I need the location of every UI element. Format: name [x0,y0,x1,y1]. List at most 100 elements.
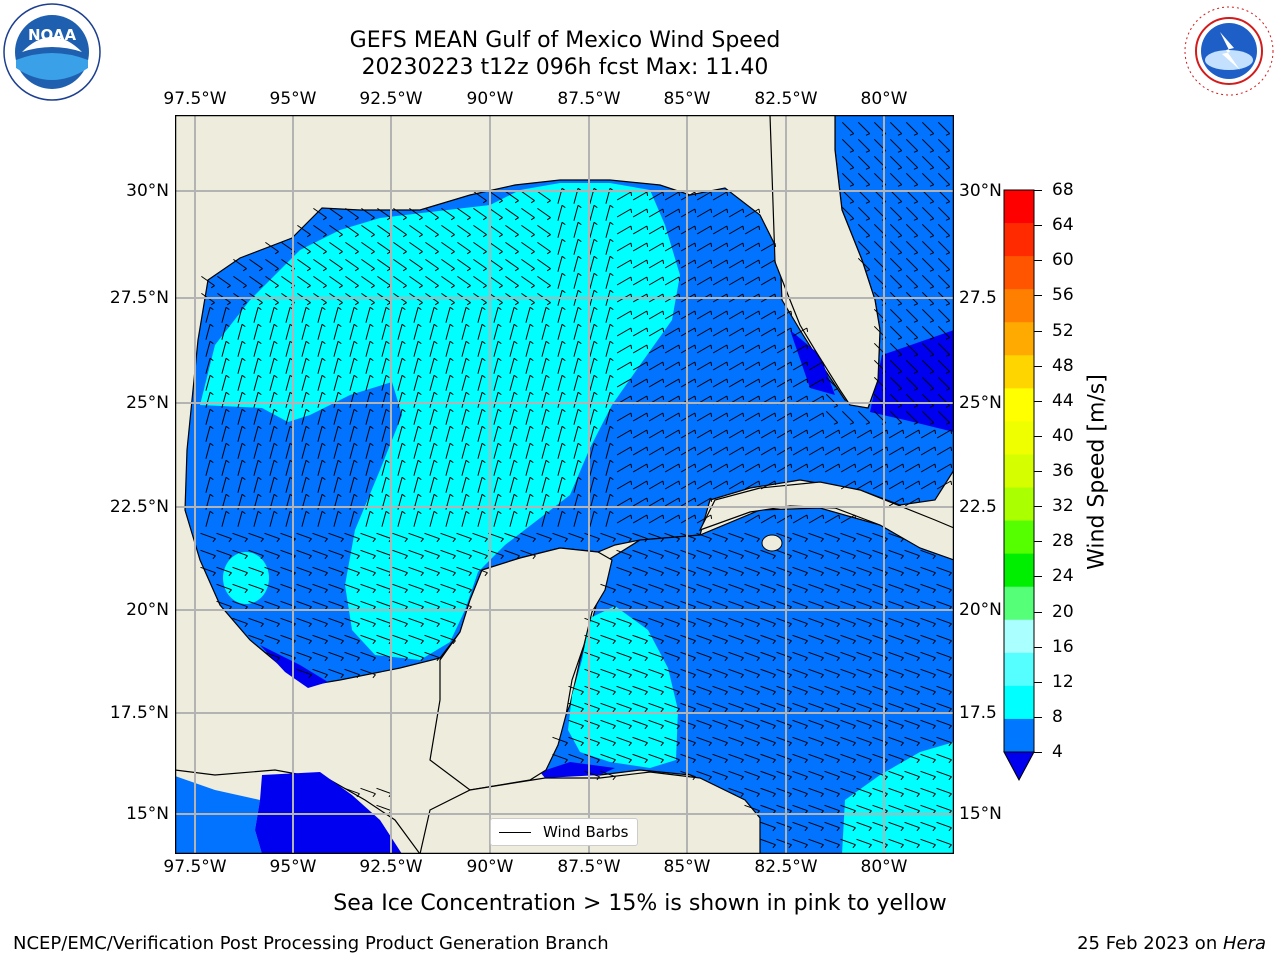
wind-barb-flag [836,657,840,662]
wind-barb [921,138,935,152]
wind-barb-flag [868,725,872,730]
wind-barb-flag [660,674,664,679]
wind-barb-flag [596,725,600,730]
wind-barb-flag [212,555,216,560]
wind-barb-flag [900,827,904,832]
wind-barb-flag [710,225,713,230]
wind-barb [920,446,936,456]
wind-barb [541,392,547,408]
wind-barb-flag [710,259,713,264]
wind-barb-flag [852,691,856,696]
wind-barb-flag [804,640,808,645]
wind-barb [696,532,712,540]
wind-barb [664,344,680,354]
wind-barb-flag [545,323,550,328]
wind-barb [381,477,387,493]
wind-barb-flag [804,742,808,747]
wind-barb-flag [308,572,312,577]
wind-barb-flag [433,357,438,362]
wind-barb-flag [897,150,902,153]
wind-barb [856,685,872,693]
wind-barb [936,753,952,761]
wind-barb [509,375,515,391]
wind-barb [328,549,344,557]
wind-barb-flag [356,589,360,594]
wind-barb [573,239,579,255]
wind-barb-flag [676,708,680,713]
wind-barb-flag [788,538,792,543]
wind-barb [921,376,935,390]
wind-barb [937,223,951,237]
wind-barb-flag [934,429,937,434]
wind-barb [440,549,456,557]
wind-barb-flag [577,476,582,481]
wind-barb [904,736,920,744]
wind-barb-flag [644,759,648,764]
wind-barb [696,549,712,557]
wind-barb-flag [692,674,696,679]
wind-barb [461,511,467,527]
wind-barb [728,549,744,557]
wind-barb-flag [646,446,649,451]
wind-barb-flag [694,225,697,230]
wind-barb [557,358,563,374]
wind-barb-flag [676,555,680,560]
wind-barb-flag [852,776,856,781]
wind-barb [264,600,280,608]
wind-barb [265,241,279,253]
wind-barb [457,224,471,236]
wind-barb-flag [209,442,214,447]
wind-barb-flag [945,235,950,238]
wind-barb-flag [865,133,870,136]
wind-barb-flag [852,725,856,730]
wind-barb [429,443,435,459]
wind-barb-flag [609,340,614,345]
wind-barb-flag [708,555,712,560]
wind-barb-flag [370,251,375,255]
wind-barb [264,617,280,625]
wind-barb-flag [742,463,745,468]
wind-barb [200,549,216,557]
wind-barb-flag [929,371,934,374]
wind-barb [445,443,451,459]
noaa-logo: NOAA [2,2,102,102]
wind-barb [648,361,664,371]
wind-barb-flag [692,538,696,543]
wind-barb-flag [756,623,760,628]
wind-barb-flag [257,408,262,413]
wind-barb-flag [369,442,374,447]
wind-barb [237,477,243,493]
wind-barb [905,325,919,339]
wind-barb [792,446,808,456]
wind-barb [600,532,616,540]
wind-barb [397,409,403,425]
wind-barb [557,409,563,425]
wind-barb-flag [356,623,360,628]
wind-barb-flag [593,374,598,379]
wind-barb-flag [497,357,502,362]
wind-barb-flag [385,493,390,498]
wind-barb-flag [546,251,551,255]
wind-barb [905,138,919,152]
wind-barb-flag [257,323,262,328]
wind-barb [377,207,391,219]
wind-barb [253,341,259,357]
wind-barb-flag [324,640,328,645]
wind-barb [413,392,419,408]
wind-barb-flag [308,555,312,560]
wind-barb-flag [897,286,902,289]
wind-barb-flag [865,235,870,238]
wind-barb [728,327,744,337]
wind-barb-flag [466,285,471,289]
wind-barb [205,307,211,323]
wind-barb [888,651,904,659]
wind-barb [264,634,280,642]
wind-barb [233,275,247,287]
wind-barb [936,702,952,710]
wind-barb-flag [644,572,648,577]
wind-barb [808,668,824,676]
wind-barb [744,344,760,354]
wind-barb [937,121,951,135]
wind-barb [360,787,376,795]
wind-barb-flag [530,200,535,204]
